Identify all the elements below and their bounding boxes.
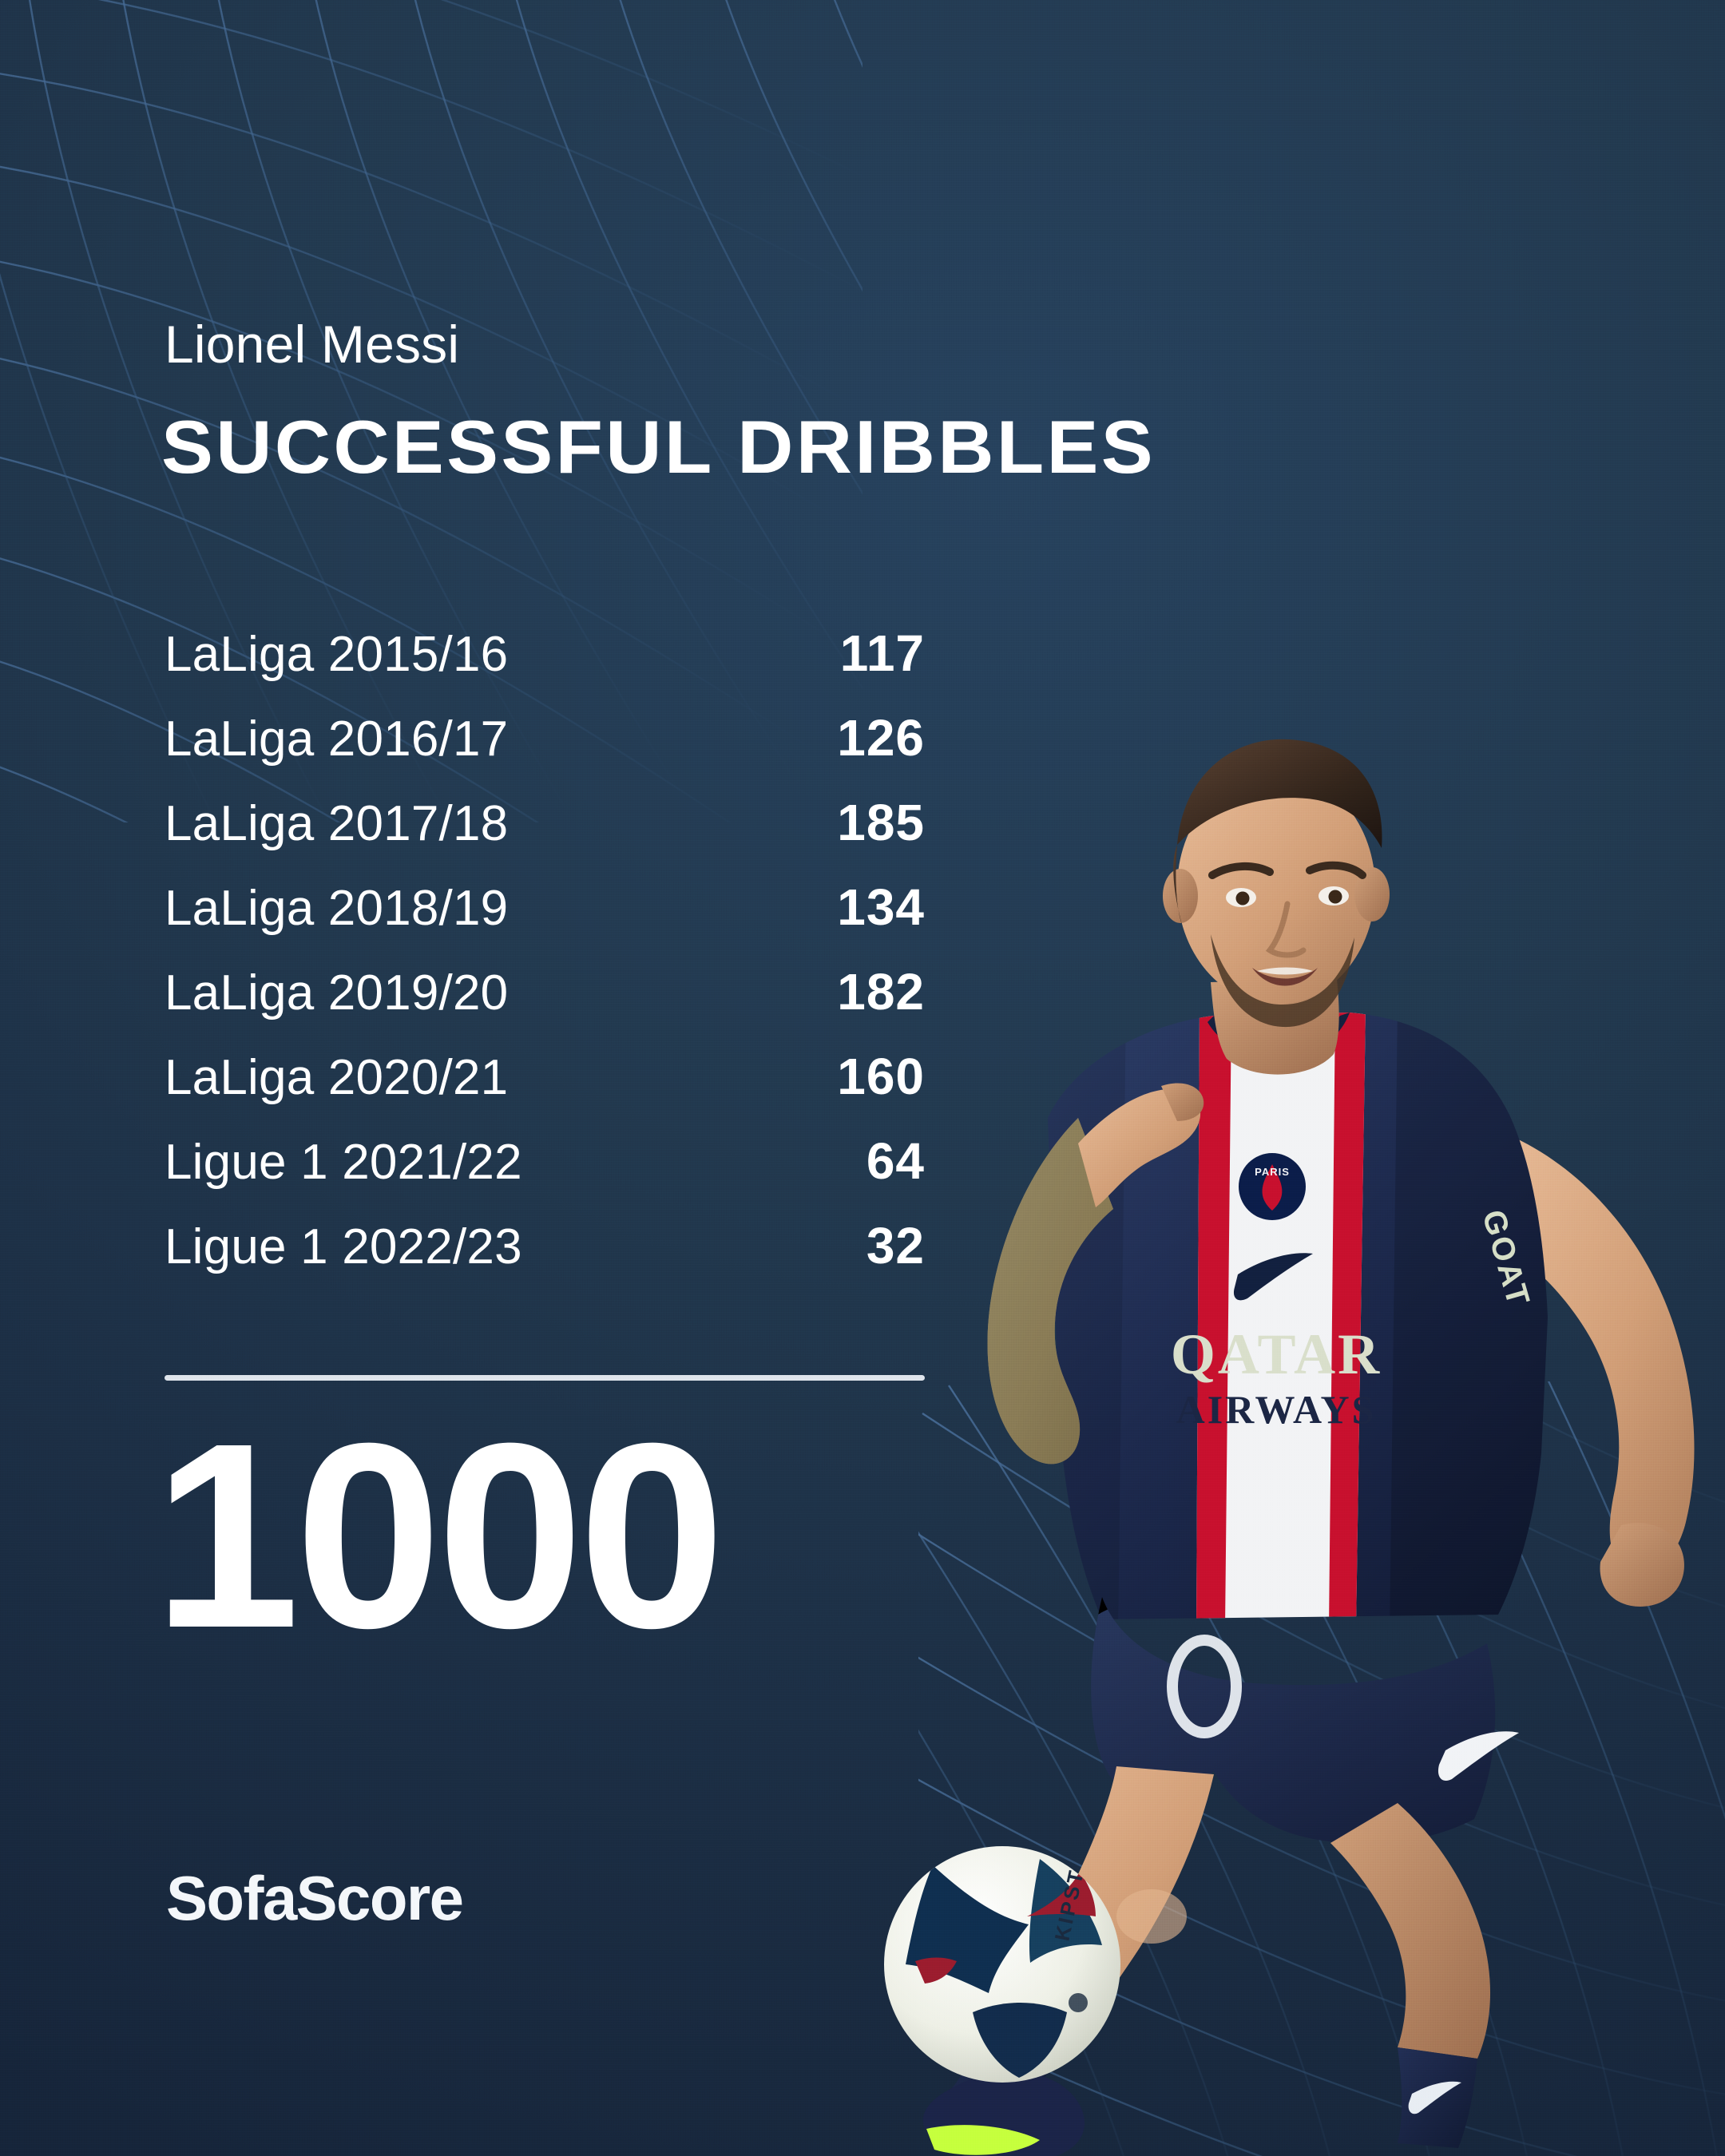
stats-list: LaLiga 2015/16 117 LaLiga 2016/17 126 LaLiga…	[165, 628, 925, 1305]
sofascore-logo: SofaScore	[166, 1863, 464, 1933]
stat-row: LaLiga 2018/19 134	[165, 882, 925, 966]
stat-row-value: 160	[837, 1048, 925, 1105]
stat-row-value: 182	[837, 963, 925, 1021]
stat-row-label: LaLiga 2020/21	[165, 1050, 509, 1105]
stat-row: LaLiga 2019/20 182	[165, 966, 925, 1051]
stat-row-label: LaLiga 2017/18	[165, 796, 509, 851]
stat-row-label: Ligue 1 2021/22	[165, 1135, 522, 1190]
stat-row-value: 32	[866, 1217, 925, 1274]
player-name: Lionel Messi	[165, 315, 460, 374]
stat-row-label: LaLiga 2018/19	[165, 881, 509, 936]
stat-row-label: LaLiga 2015/16	[165, 627, 509, 682]
stat-row: LaLiga 2017/18 185	[165, 797, 925, 882]
stat-row: LaLiga 2016/17 126	[165, 712, 925, 797]
stat-row: Ligue 1 2021/22 64	[165, 1135, 925, 1220]
stat-row-label: Ligue 1 2022/23	[165, 1219, 522, 1274]
total-value: 1000	[153, 1388, 725, 1682]
stat-row-value: 64	[866, 1132, 925, 1190]
stat-row: LaLiga 2020/21 160	[165, 1051, 925, 1135]
stat-row-value: 126	[837, 709, 925, 767]
stat-row-value: 185	[837, 794, 925, 851]
page-title: SUCCESSFUL DRIBBLES	[161, 405, 1156, 489]
total-divider	[165, 1375, 925, 1381]
stat-row-value: 117	[839, 624, 925, 682]
stat-row-label: LaLiga 2019/20	[165, 965, 509, 1021]
stat-row: LaLiga 2015/16 117	[165, 628, 925, 712]
stat-row: Ligue 1 2022/23 32	[165, 1220, 925, 1305]
stat-row-label: LaLiga 2016/17	[165, 711, 509, 767]
stat-row-value: 134	[837, 878, 925, 936]
